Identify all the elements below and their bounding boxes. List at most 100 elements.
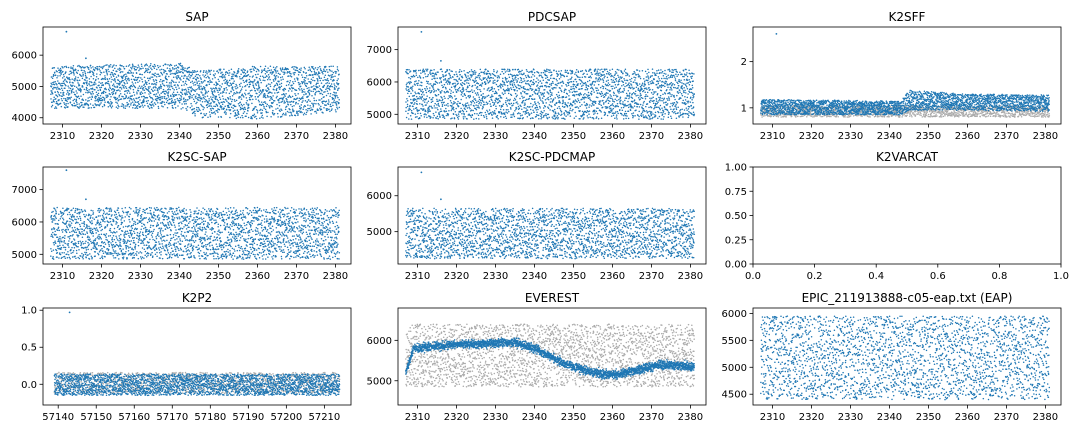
data-point	[252, 85, 255, 87]
data-point	[530, 76, 533, 78]
data-point	[144, 91, 146, 94]
data-point	[187, 87, 189, 89]
data-point	[65, 71, 67, 73]
data-point	[536, 85, 538, 87]
data-point	[283, 100, 286, 102]
data-point	[187, 91, 190, 93]
data-point	[435, 117, 438, 119]
data-point	[608, 72, 610, 74]
data-point	[426, 95, 428, 97]
data-point	[175, 71, 178, 73]
data-point	[479, 75, 481, 77]
data-point	[419, 77, 422, 79]
data-point	[659, 97, 662, 99]
data-point	[325, 65, 327, 68]
data-point	[132, 91, 135, 94]
data-point	[554, 115, 556, 117]
data-point	[491, 114, 493, 116]
data-point	[588, 110, 591, 112]
data-point	[444, 79, 446, 81]
data-point	[165, 75, 167, 77]
data-point	[507, 73, 510, 76]
data-point	[503, 116, 505, 118]
data-point	[221, 108, 223, 110]
data-point	[634, 76, 637, 79]
data-point	[615, 77, 618, 80]
data-point	[89, 91, 91, 93]
data-point	[525, 83, 527, 85]
data-point	[103, 99, 106, 101]
data-point	[281, 67, 284, 69]
data-point	[649, 110, 651, 113]
data-point	[208, 111, 211, 113]
data-point	[286, 71, 289, 73]
data-point	[284, 88, 287, 90]
data-point	[194, 110, 196, 113]
data-point	[104, 91, 107, 94]
data-point	[170, 100, 173, 103]
data-point	[163, 95, 166, 98]
data-point	[595, 110, 598, 113]
data-point	[103, 98, 106, 100]
data-point	[517, 112, 520, 114]
data-point	[185, 102, 187, 105]
data-point	[290, 112, 293, 114]
data-point	[338, 106, 341, 109]
data-point	[503, 81, 506, 84]
data-point	[254, 95, 257, 98]
data-point	[649, 76, 652, 79]
data-point	[464, 75, 467, 77]
data-point	[156, 73, 158, 75]
data-point	[489, 74, 492, 76]
data-point	[469, 107, 471, 110]
data-point	[428, 105, 431, 107]
data-point	[411, 101, 413, 104]
data-point	[614, 73, 617, 75]
data-point	[192, 108, 194, 110]
data-point	[331, 76, 333, 79]
data-point	[408, 95, 411, 98]
data-point	[406, 105, 409, 108]
data-point	[537, 108, 539, 111]
data-point	[155, 87, 157, 89]
data-point	[147, 86, 150, 88]
data-point	[499, 73, 502, 76]
data-point	[197, 77, 199, 79]
data-point	[280, 101, 282, 104]
data-point	[562, 100, 564, 103]
data-point	[629, 103, 632, 105]
data-point	[631, 106, 633, 108]
data-point	[94, 88, 96, 91]
data-point	[546, 82, 549, 84]
data-point	[60, 105, 63, 108]
data-point	[581, 69, 584, 72]
data-point	[555, 116, 557, 119]
data-point	[648, 83, 650, 86]
data-point	[109, 105, 112, 107]
data-point	[225, 112, 227, 114]
data-point	[213, 105, 215, 108]
data-point	[594, 112, 596, 114]
data-point	[424, 109, 427, 111]
data-point	[476, 113, 478, 115]
data-point	[301, 74, 303, 76]
data-point	[646, 72, 648, 75]
data-point	[215, 97, 217, 99]
data-point	[419, 95, 421, 98]
data-point	[423, 108, 425, 110]
data-point	[298, 71, 300, 74]
data-point	[225, 99, 227, 101]
data-point	[311, 94, 313, 97]
data-point	[516, 80, 519, 82]
data-point	[184, 93, 187, 96]
data-point	[223, 111, 226, 114]
data-point	[224, 78, 227, 81]
data-point	[293, 73, 295, 76]
data-point	[632, 112, 635, 114]
data-point	[122, 104, 125, 106]
data-point	[253, 87, 256, 90]
data-point	[113, 77, 116, 80]
data-point	[427, 90, 430, 93]
data-point	[666, 97, 668, 100]
data-point	[434, 73, 436, 76]
